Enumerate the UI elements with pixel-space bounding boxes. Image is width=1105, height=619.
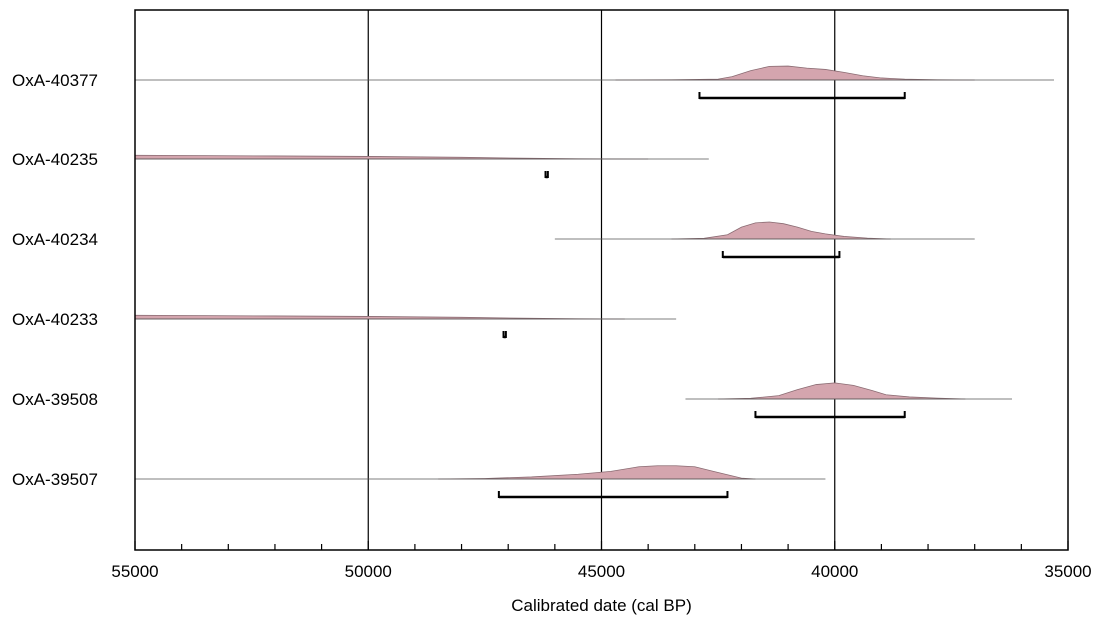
density-curve [671,221,891,240]
row-labels: OxA-40377 OxA-40235 OxA-40234 OxA-40233 OxA-… [12,71,98,489]
x-axis-tick-labels: 55000 50000 45000 40000 35000 [111,562,1091,581]
density-curve [134,154,649,160]
x-axis-ticks [134,541,1069,550]
density-curve [718,382,966,400]
density-curve [615,65,975,81]
series-layer [134,65,1055,499]
tick-label-35000: 35000 [1044,562,1091,581]
series-OxA-40235 [134,154,709,179]
row-label-OxA-39508: OxA-39508 [12,390,98,409]
series-OxA-40234 [554,221,975,259]
density-curve [438,465,756,480]
tick-label-45000: 45000 [578,562,625,581]
row-label-OxA-40234: OxA-40234 [12,230,98,249]
tick-label-50000: 50000 [345,562,392,581]
row-label-OxA-39507: OxA-39507 [12,470,98,489]
tick-label-40000: 40000 [811,562,858,581]
row-label-OxA-40235: OxA-40235 [12,150,98,169]
series-OxA-40377 [135,65,1055,100]
series-OxA-39507 [135,465,826,499]
x-axis-title: Calibrated date (cal BP) [511,596,691,615]
series-OxA-39508 [685,382,1013,419]
row-label-OxA-40233: OxA-40233 [12,310,98,329]
tick-label-55000: 55000 [111,562,158,581]
row-label-OxA-40377: OxA-40377 [12,71,98,90]
density-curve [134,314,625,320]
series-OxA-40233 [134,314,677,339]
gridlines [367,10,836,550]
